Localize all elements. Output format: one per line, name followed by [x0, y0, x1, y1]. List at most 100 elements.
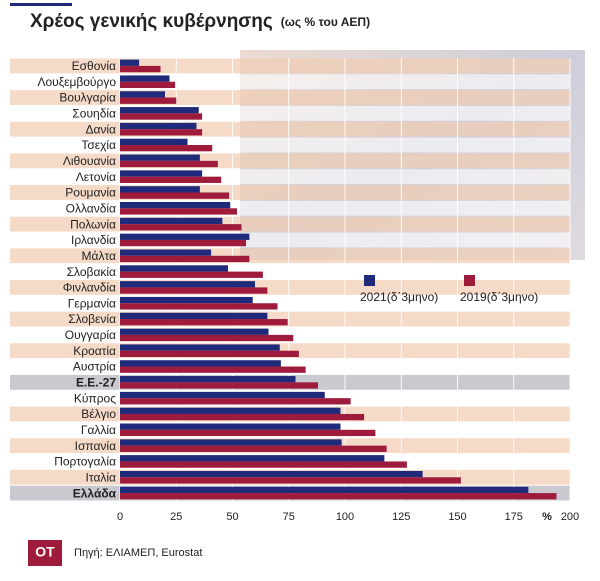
bar [120, 350, 299, 357]
bar [120, 186, 200, 193]
x-tick-label: 50 [226, 511, 238, 523]
x-tick-label: 100 [336, 511, 354, 523]
bar [120, 477, 461, 484]
bar [120, 376, 296, 383]
y-tick-label: Εσθονία [72, 59, 116, 73]
y-tick-label: Γερμανία [68, 296, 116, 310]
bar [120, 255, 250, 263]
bar [120, 319, 288, 326]
x-tick-label: 150 [448, 511, 466, 523]
bar [120, 97, 177, 104]
y-tick-label: Ελλάδα [73, 486, 117, 500]
bar [120, 202, 231, 209]
bar [120, 303, 278, 310]
y-tick-label: Σλοβενία [68, 312, 116, 326]
chart-subtitle: (ως % του ΑΕΠ) [281, 15, 370, 29]
bar [120, 170, 203, 177]
bar [120, 344, 280, 351]
y-tick-label: Ε.Ε.-27 [76, 376, 116, 390]
y-tick-label: Τσεχία [81, 138, 116, 152]
bar [120, 208, 237, 215]
y-tick-label: Πολωνία [70, 217, 116, 231]
bar [120, 145, 213, 152]
bar [120, 154, 200, 161]
bar [120, 176, 222, 183]
bar [120, 334, 294, 342]
bar [120, 407, 341, 414]
bar [120, 239, 246, 247]
bar [120, 287, 268, 294]
logo: OT [35, 544, 55, 560]
bar [120, 366, 306, 373]
y-tick-label: Ισπανία [75, 439, 116, 453]
bar [120, 75, 170, 82]
y-tick-label: Λετονία [76, 170, 116, 184]
bar [120, 486, 529, 494]
bar [120, 391, 325, 399]
y-tick-label: Ιρλανδία [71, 233, 116, 247]
bar [120, 65, 161, 73]
y-tick-label: Σουηδία [72, 107, 116, 121]
x-tick-label: 0 [117, 511, 123, 523]
bar [120, 122, 197, 130]
bar [120, 129, 203, 136]
y-tick-label: Γαλλία [81, 423, 116, 437]
y-tick-label: Φινλανδία [63, 281, 116, 295]
bar [120, 296, 253, 304]
bar [120, 138, 188, 146]
y-tick-label: Πορτογαλία [54, 455, 116, 469]
bar [120, 59, 140, 66]
legend-label: 2019(δ΄3μηνο) [460, 290, 538, 304]
bar [120, 423, 341, 430]
y-tick-label: Σλοβακία [67, 265, 116, 279]
legend-label: 2021(δ΄3μηνο) [360, 290, 438, 304]
bar [120, 224, 242, 231]
legend-swatch [464, 275, 475, 286]
y-tick-label: Ολλανδία [66, 201, 116, 215]
bar [120, 413, 365, 421]
bar [120, 271, 263, 278]
x-tick-label: 200 [561, 511, 579, 523]
y-tick-label: Ουγγαρία [65, 328, 116, 342]
bar [120, 113, 203, 120]
y-tick-label: Λουξεμβούργο [37, 75, 116, 89]
y-tick-label: Δανία [85, 122, 116, 136]
y-tick-label: Ρουμανία [65, 186, 116, 200]
y-tick-label: Κροατία [73, 344, 116, 358]
y-tick-label: Μάλτα [82, 249, 117, 263]
x-tick-label: 175 [505, 511, 523, 523]
bar [120, 455, 385, 462]
x-tick-label: 125 [392, 511, 410, 523]
bar [120, 360, 281, 367]
y-tick-label: Αυστρία [73, 360, 116, 374]
bar [120, 91, 165, 98]
bar [120, 312, 268, 320]
bar [120, 81, 176, 89]
y-tick-label: Βέλγιο [81, 407, 116, 421]
bar [120, 192, 230, 199]
y-tick-label: Λιθουανία [63, 154, 116, 168]
bar [120, 265, 228, 272]
bar [120, 470, 423, 478]
bar [120, 398, 351, 405]
source: Πηγή: ΕΛΙΑΜΕΠ, Eurostat [74, 547, 202, 559]
bar [120, 160, 218, 168]
legend-swatch [364, 275, 375, 286]
x-tick-label: 25 [170, 511, 182, 523]
bar [120, 249, 212, 256]
bar [120, 107, 199, 114]
chart-title: Χρέος γενικής κυβέρνησης [30, 11, 273, 32]
bar [120, 382, 318, 389]
bar [120, 493, 557, 500]
y-tick-label: Βουλγαρία [59, 91, 116, 105]
bar [120, 281, 255, 288]
bar [120, 233, 250, 240]
y-tick-label: Ιταλία [86, 470, 117, 484]
logo-box [28, 540, 62, 566]
title-accent [10, 3, 72, 6]
unit-label: % [542, 511, 552, 523]
bar [120, 445, 387, 452]
bar [120, 461, 407, 468]
bar [120, 328, 269, 335]
